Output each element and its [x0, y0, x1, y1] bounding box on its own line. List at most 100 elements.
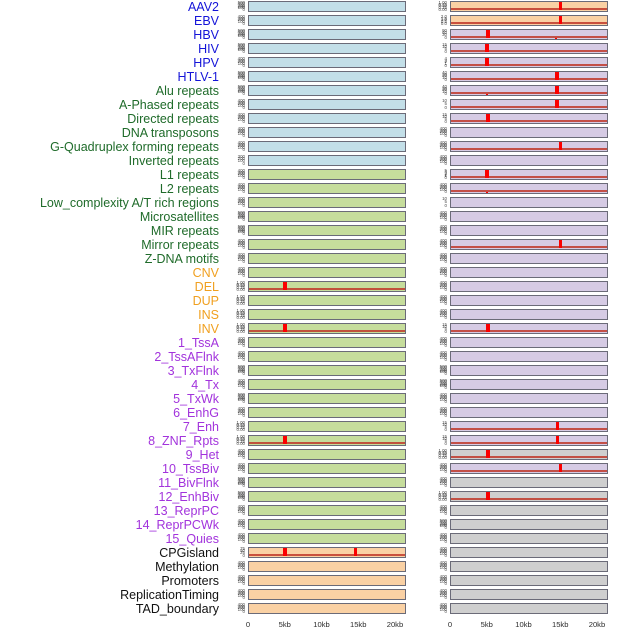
- y-tick-label: 0: [243, 456, 245, 460]
- track-label: INS: [198, 309, 219, 322]
- track-label: HBV: [193, 29, 219, 42]
- baseline: [451, 148, 607, 150]
- baseline: [451, 106, 607, 108]
- plot-area: [248, 253, 406, 264]
- y-tick-label: 0: [445, 596, 447, 600]
- plot-area: [248, 477, 406, 488]
- track-label: 10_TssBiv: [162, 463, 219, 476]
- plot-area: [248, 71, 406, 82]
- plot-area: [450, 491, 608, 502]
- plot-area: [248, 197, 406, 208]
- y-tick-label: 0: [445, 190, 447, 194]
- plot-area: [248, 29, 406, 40]
- y-tick-label: 0: [243, 554, 245, 558]
- y-tick-label: 0: [243, 540, 245, 544]
- y-tick-label: 0: [243, 148, 245, 152]
- y-tick-label: 0.00: [236, 316, 245, 320]
- y-tick-label: 0: [243, 260, 245, 264]
- y-tick-label: 0: [445, 540, 447, 544]
- plot-area: [450, 99, 608, 110]
- plot-area: [450, 295, 608, 306]
- y-tick-label: 0: [243, 36, 245, 40]
- y-tick-label: 0: [445, 358, 447, 362]
- data-spike: [486, 323, 490, 332]
- plot-area: [248, 463, 406, 474]
- plot-area: [248, 113, 406, 124]
- y-tick-label: 0: [243, 22, 245, 26]
- track-label: HTLV-1: [178, 71, 219, 84]
- track-label: TAD_boundary: [136, 603, 219, 616]
- data-spike: [559, 1, 563, 10]
- track-label: 9_Het: [186, 449, 219, 462]
- plot-area: [450, 603, 608, 614]
- plot-area: [450, 505, 608, 516]
- y-tick-label: 0.00: [236, 288, 245, 292]
- baseline: [451, 442, 607, 444]
- plot-area: [248, 323, 406, 334]
- y-tick-label: 0: [445, 78, 447, 82]
- baseline: [249, 554, 405, 556]
- y-tick-label: 0: [445, 50, 447, 54]
- track-label: 14_ReprPCWk: [136, 519, 219, 532]
- plot-area: [450, 351, 608, 362]
- plot-area: [248, 491, 406, 502]
- y-tick-label: 0: [445, 610, 447, 614]
- plot-area: [450, 43, 608, 54]
- plot-area: [450, 183, 608, 194]
- baseline: [451, 428, 607, 430]
- y-tick-label: 0.00: [438, 498, 447, 502]
- y-tick-label: 0.0: [441, 22, 447, 26]
- plot-area: [450, 267, 608, 278]
- y-tick-label: 0: [445, 218, 447, 222]
- plot-area: [450, 169, 608, 180]
- y-tick-label: 0: [243, 274, 245, 278]
- track-label: 6_EnhG: [173, 407, 219, 420]
- x-tick-label: 10kb: [313, 620, 329, 629]
- data-spike: [555, 99, 559, 108]
- y-tick-label: 0: [445, 344, 447, 348]
- track-label: 13_ReprPC: [154, 505, 219, 518]
- track-label: 3_TxFlnk: [168, 365, 219, 378]
- y-tick-label: 0: [445, 148, 447, 152]
- baseline: [451, 92, 607, 94]
- plot-area: [248, 57, 406, 68]
- track-label: L2 repeats: [160, 183, 219, 196]
- data-spike: [555, 71, 559, 80]
- plot-area: [450, 57, 608, 68]
